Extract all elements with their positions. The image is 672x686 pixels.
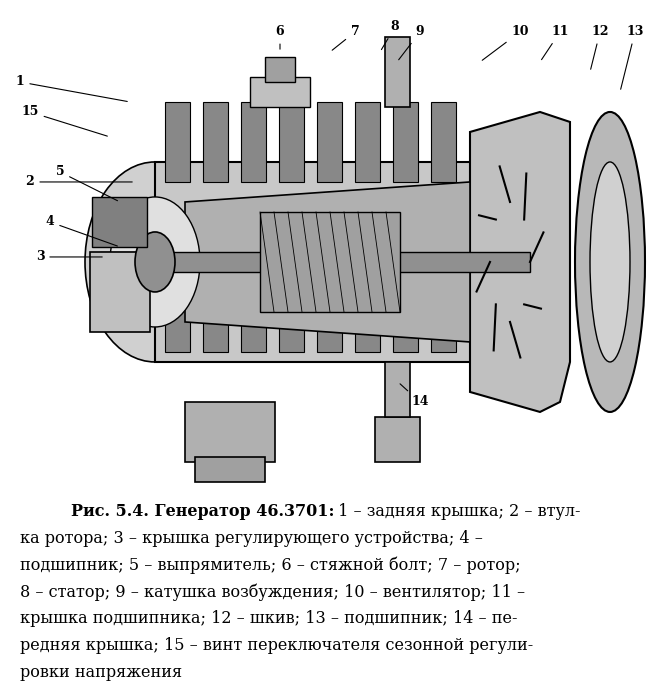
Bar	[279, 272, 304, 352]
Bar	[385, 37, 410, 107]
Bar	[185, 402, 275, 462]
Bar	[241, 102, 266, 182]
Text: 12: 12	[591, 25, 609, 69]
Polygon shape	[470, 112, 570, 412]
Text: 2: 2	[26, 176, 132, 189]
Bar	[195, 457, 265, 482]
Text: 10: 10	[482, 25, 529, 60]
Text: редняя крышка; 15 – винт переключателя сезонной регули-: редняя крышка; 15 – винт переключателя с…	[20, 637, 534, 654]
Bar	[90, 252, 150, 332]
Text: подшипник; 5 – выпрямитель; 6 – стяжной болт; 7 – ротор;: подшипник; 5 – выпрямитель; 6 – стяжной …	[20, 557, 521, 574]
Bar	[203, 102, 228, 182]
Bar	[241, 272, 266, 352]
Bar	[265, 57, 295, 82]
Text: 15: 15	[22, 106, 108, 136]
Bar	[375, 417, 420, 462]
Bar	[260, 212, 400, 312]
Text: 7: 7	[332, 25, 360, 50]
Bar	[393, 272, 418, 352]
Text: 4: 4	[46, 215, 118, 246]
Bar	[355, 272, 380, 352]
Text: 6: 6	[276, 25, 284, 49]
Text: 3: 3	[36, 250, 102, 263]
Text: 1 – задняя крышка; 2 – втул-: 1 – задняя крышка; 2 – втул-	[333, 503, 581, 520]
Bar	[393, 102, 418, 182]
Text: 1: 1	[15, 75, 127, 102]
Bar	[203, 272, 228, 352]
Bar	[165, 272, 190, 352]
Text: 11: 11	[542, 25, 569, 60]
Text: 8: 8	[382, 21, 399, 49]
Bar	[250, 77, 310, 107]
Text: ровки напряжения: ровки напряжения	[20, 664, 182, 681]
Polygon shape	[185, 182, 470, 342]
Bar	[317, 102, 342, 182]
Ellipse shape	[590, 162, 630, 362]
Bar	[165, 102, 190, 182]
Bar	[155, 162, 485, 362]
Bar	[431, 102, 456, 182]
Bar	[317, 272, 342, 352]
Text: 9: 9	[398, 25, 424, 60]
Text: 5: 5	[56, 165, 118, 201]
Text: 14: 14	[400, 384, 429, 408]
Text: Рис. 5.4. Генератор 46.3701:: Рис. 5.4. Генератор 46.3701:	[71, 503, 334, 520]
Text: ка ротора; 3 – крышка регулирующего устройства; 4 –: ка ротора; 3 – крышка регулирующего устр…	[20, 530, 483, 547]
Bar	[355, 102, 380, 182]
Text: 13: 13	[621, 25, 644, 89]
Bar	[431, 272, 456, 352]
Bar	[92, 197, 147, 247]
Ellipse shape	[85, 162, 225, 362]
Text: крышка подшипника; 12 – шкив; 13 – подшипник; 14 – пе-: крышка подшипника; 12 – шкив; 13 – подши…	[20, 611, 517, 628]
Bar	[385, 362, 410, 417]
Ellipse shape	[575, 112, 645, 412]
Bar	[100, 252, 530, 272]
Text: 8 – статор; 9 – катушка возбуждения; 10 – вентилятор; 11 –: 8 – статор; 9 – катушка возбуждения; 10 …	[20, 584, 526, 601]
Bar	[279, 102, 304, 182]
Ellipse shape	[110, 197, 200, 327]
Ellipse shape	[135, 232, 175, 292]
